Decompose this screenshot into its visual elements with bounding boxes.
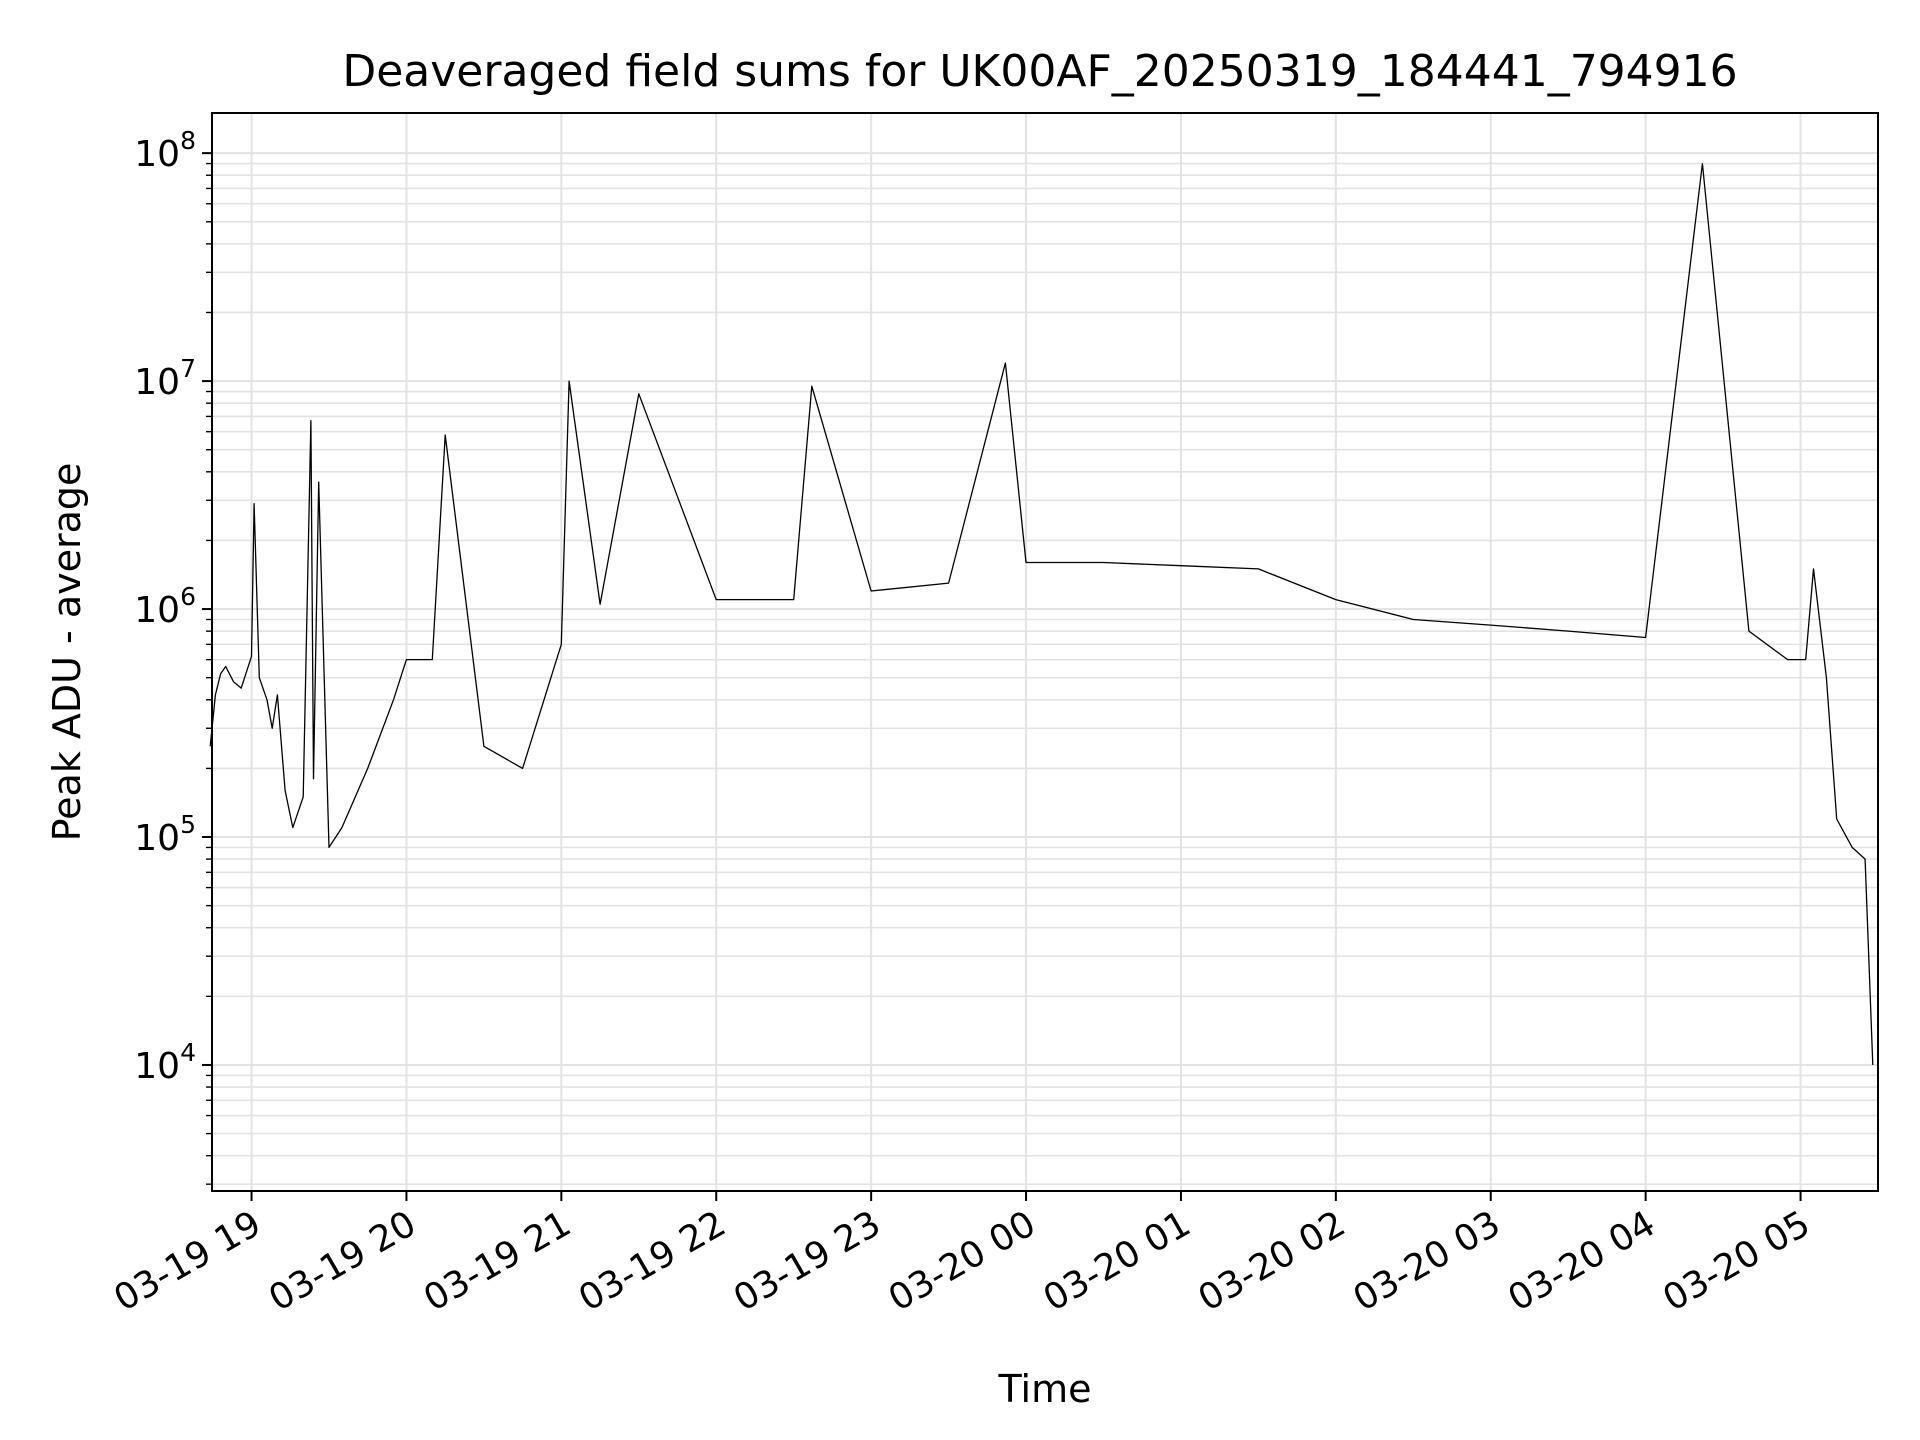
y-tick-label-exponent: 7	[180, 354, 196, 383]
y-tick-label: 106	[134, 582, 196, 631]
y-tick-label: 104	[134, 1038, 196, 1087]
data-layer	[209, 162, 1874, 1066]
chart-title: Deaveraged field sums for UK00AF_2025031…	[342, 46, 1737, 97]
y-tick-label: 108	[134, 126, 196, 175]
x-axis-label: Time	[998, 1367, 1092, 1411]
y-tick-label-exponent: 4	[180, 1038, 196, 1067]
y-tick-label-base: 10	[134, 818, 180, 859]
y-axis-label: Peak ADU - average	[45, 463, 89, 842]
grid-lines	[212, 113, 1878, 1191]
plot-frame	[211, 112, 1879, 1192]
y-tick-label-exponent: 6	[180, 582, 196, 611]
y-tick-label-exponent: 5	[180, 810, 196, 839]
y-tick-label: 105	[134, 810, 196, 859]
y-tick-label-base: 10	[134, 362, 180, 403]
y-tick-label-exponent: 8	[180, 126, 196, 155]
y-tick-label-base: 10	[134, 590, 180, 631]
y-tick-label-base: 10	[134, 1046, 180, 1087]
y-tick-label: 107	[134, 354, 196, 403]
y-tick-label-base: 10	[134, 134, 180, 175]
series-line	[209, 162, 1874, 1066]
